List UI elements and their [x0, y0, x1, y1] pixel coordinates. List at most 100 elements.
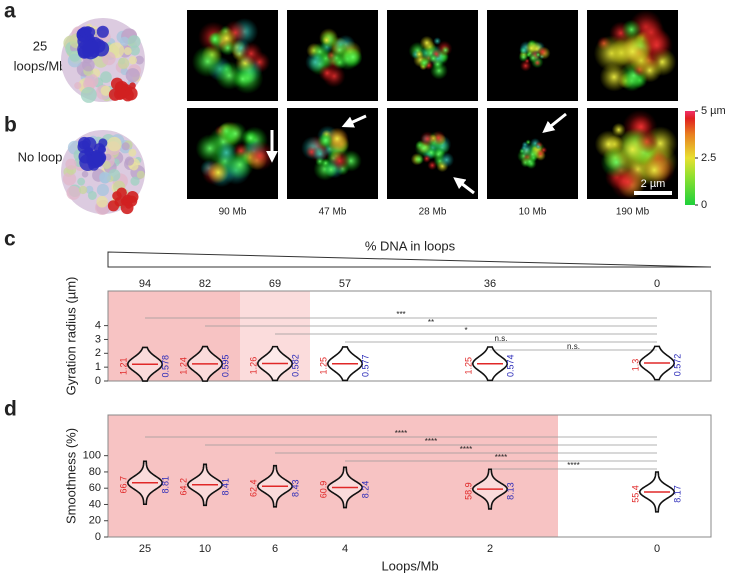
microscopy-signal: [414, 49, 424, 59]
row-label: 25: [33, 38, 47, 53]
image-caption: 47 Mb: [319, 207, 347, 218]
microscopy-signal: [428, 53, 438, 63]
spread-label: 8.17: [672, 485, 682, 503]
image-caption: 190 Mb: [616, 207, 650, 218]
spread-label: 0.582: [290, 354, 300, 377]
arrow: [542, 112, 567, 133]
microscopy-signal: [419, 131, 436, 147]
structure-render: [102, 160, 111, 170]
y-tick-label: 60: [89, 482, 101, 494]
category-label: 82: [199, 278, 211, 290]
microscopy-signal: [318, 133, 333, 148]
structure-render: [129, 82, 136, 90]
structure-render: [116, 187, 127, 199]
median-label: 66.7: [118, 476, 128, 494]
structure-render: [135, 55, 144, 65]
structure-render: [74, 82, 82, 90]
median-label: 64.2: [178, 478, 188, 496]
structure-render: [124, 156, 135, 166]
y-tick-label: 40: [89, 498, 101, 510]
panel-label: b: [4, 114, 17, 137]
microscopy-signal: [419, 35, 434, 50]
significance-label: ***: [396, 310, 405, 319]
microscopy-signal: [535, 143, 542, 150]
category-label: 94: [139, 278, 151, 290]
microscopy-signal: [612, 31, 653, 72]
median-label: 60.9: [318, 481, 328, 499]
colorbar: [685, 111, 695, 205]
median-label: 1.26: [248, 357, 258, 375]
structure-render: [121, 142, 130, 151]
structure-render: [77, 177, 86, 186]
structure-render: [100, 71, 112, 83]
structure-render: [98, 138, 108, 148]
significance-label: ****: [495, 453, 507, 462]
microscopy-signal: [223, 121, 248, 146]
microscopy-signal: [440, 45, 450, 55]
wedge: [107, 251, 712, 268]
structure-render: [130, 176, 140, 186]
spread-label: 0.577: [360, 354, 370, 377]
shading: [240, 291, 310, 381]
median-label: 55.4: [630, 485, 640, 503]
top-axis-label: % DNA in loops: [365, 238, 456, 253]
microscopy-signal: [191, 45, 224, 78]
category-label: 36: [484, 278, 496, 290]
significance-label: n.s.: [495, 334, 508, 343]
y-tick-label: 20: [89, 515, 101, 527]
category-label: 2: [487, 543, 493, 555]
significance-label: n.s.: [567, 342, 580, 351]
panel-label: d: [4, 398, 17, 421]
y-axis-label: Smoothness (%): [63, 428, 78, 524]
structure-render: [136, 170, 145, 179]
structure-render: [84, 27, 96, 38]
spread-label: 8.81: [160, 476, 170, 494]
microscopy-signal: [323, 161, 339, 178]
microscopy-signal: [322, 35, 332, 45]
category-label: 69: [269, 278, 281, 290]
structure-render: [128, 148, 137, 157]
median-label: 1.3: [630, 359, 640, 372]
row-label: loops/Mb: [14, 58, 67, 73]
median-label: 1.25: [463, 357, 473, 375]
category-label: 4: [342, 543, 348, 555]
structure-render: [87, 190, 97, 200]
spread-label: 8.41: [220, 478, 230, 496]
y-tick-label: 1: [95, 361, 101, 373]
microscopy-signal: [220, 40, 236, 56]
structure-render: [80, 86, 97, 103]
microscopy-signal: [305, 52, 326, 73]
structure-render: [127, 35, 141, 48]
significance-label: *: [464, 326, 467, 335]
structure-render: [82, 58, 95, 72]
microscopy-signal: [418, 57, 430, 69]
significance-label: ****: [425, 437, 437, 446]
structure-render: [99, 171, 111, 184]
row-label: No loop: [18, 149, 63, 164]
spread-label: 8.24: [360, 481, 370, 499]
structure-render: [65, 158, 77, 170]
panel-label: a: [4, 0, 16, 23]
microscopy-signal: [195, 134, 225, 163]
category-label: 6: [272, 543, 278, 555]
microscopy-signal: [325, 127, 349, 150]
structure-render: [123, 47, 132, 56]
structure-render: [129, 45, 140, 56]
microscopy-signal: [239, 42, 263, 66]
microscopy-signal: [518, 52, 529, 63]
structure-render: [91, 151, 106, 166]
image-caption: 90 Mb: [219, 207, 247, 218]
microscopy-signal: [207, 161, 230, 184]
microscopy-signal: [525, 139, 531, 145]
image-caption: 28 Mb: [419, 207, 447, 218]
category-label: 0: [654, 278, 660, 290]
structure-render: [107, 136, 122, 152]
microscopy-signal: [427, 160, 438, 171]
colorbar-tick-label: 5 µm: [701, 105, 726, 117]
spread-label: 0.572: [672, 354, 682, 377]
y-tick-label: 100: [83, 450, 101, 462]
significance-label: ****: [460, 445, 472, 454]
shading: [108, 291, 240, 381]
y-tick-label: 80: [89, 466, 101, 478]
